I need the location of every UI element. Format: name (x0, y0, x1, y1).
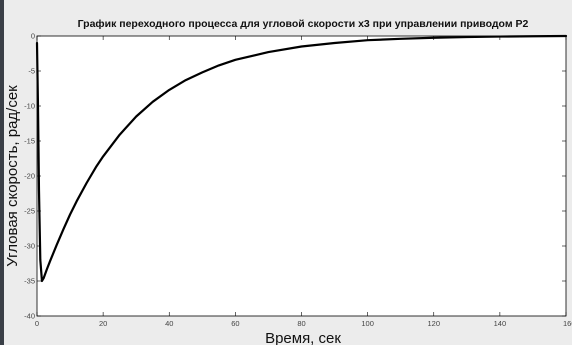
y-tick-label: -15 (24, 137, 35, 146)
y-tick-label: -40 (24, 312, 35, 321)
x-tick-label: 40 (165, 319, 173, 328)
plot-area (36, 35, 567, 317)
x-tick-label: 160 (563, 319, 572, 328)
y-tick-label: -5 (28, 67, 35, 76)
x-tick-label: 140 (494, 319, 507, 328)
x-tick-label: 120 (427, 319, 440, 328)
chart-title: График переходного процесса для угловой … (78, 18, 529, 30)
x-axis-label: Время, сек (265, 330, 341, 345)
y-tick-label: 0 (31, 32, 35, 41)
window-edge (0, 0, 4, 345)
x-tick-label: 60 (231, 319, 239, 328)
x-tick-label: 20 (99, 319, 107, 328)
x-tick-label: 0 (35, 319, 39, 328)
y-axis-label: Угловая скорость, рад/сек (4, 85, 21, 267)
y-tick-label: -35 (24, 277, 35, 286)
x-tick-label: 100 (361, 319, 374, 328)
y-tick-label: -30 (24, 242, 35, 251)
y-tick-label: -20 (24, 172, 35, 181)
y-tick-label: -25 (24, 207, 35, 216)
series-line (35, 34, 568, 283)
y-tick-label: -10 (24, 102, 35, 111)
x-tick-label: 80 (297, 319, 305, 328)
